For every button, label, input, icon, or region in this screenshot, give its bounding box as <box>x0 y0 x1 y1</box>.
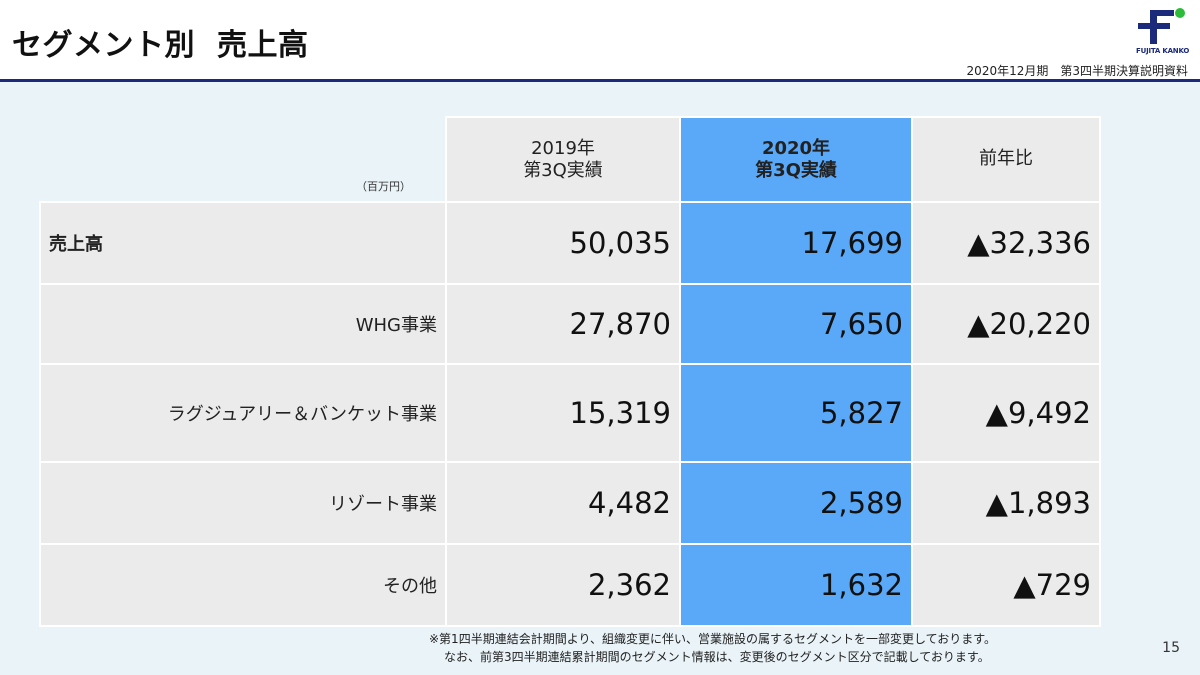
fujita-kanko-logo-icon <box>1138 8 1185 44</box>
cell-2019: 2,362 <box>445 543 681 627</box>
cell-2020: 7,650 <box>679 283 913 365</box>
cell-2020: 17,699 <box>679 201 913 285</box>
col-header-yoy-line1: 前年比 <box>979 148 1033 169</box>
slide-header: セグメント別 売上高 FUJITA KANKO 2020年12月期 第3四半期決算… <box>0 0 1200 82</box>
col-header-2020-line1: 2020年 <box>761 137 831 159</box>
cell-yoy: ▲9,492 <box>911 363 1101 463</box>
document-subtitle: 2020年12月期 第3四半期決算説明資料 <box>966 64 1188 78</box>
page-number: 15 <box>1162 640 1180 656</box>
col-header-yoy: 前年比 <box>911 116 1101 203</box>
col-header-2020-line2: 第3Q実績 <box>755 159 837 181</box>
table-row: ラグジュアリー＆バンケット事業 15,319 5,827 ▲9,492 <box>39 363 1101 463</box>
row-label-whg: WHG事業 <box>39 283 447 365</box>
segment-sales-table: 2019年 第3Q実績 2020年 第3Q実績 前年比 売上高 50,035 1… <box>39 116 1101 627</box>
title-part-1: セグメント別 <box>12 28 195 63</box>
col-header-2019: 2019年 第3Q実績 <box>445 116 681 203</box>
header-empty-cell <box>40 117 447 203</box>
cell-2020: 2,589 <box>679 461 913 545</box>
cell-2019: 4,482 <box>445 461 681 545</box>
cell-yoy: ▲20,220 <box>911 283 1101 365</box>
footnote-line-2: なお、前第3四半期連結累計期間のセグメント情報は、変更後のセグメント区分で記載し… <box>444 650 990 664</box>
col-header-2019-line2: 第3Q実績 <box>523 159 603 181</box>
company-logo: FUJITA KANKO <box>1136 6 1190 58</box>
col-header-2020: 2020年 第3Q実績 <box>679 116 913 203</box>
table-row: その他 2,362 1,632 ▲729 <box>39 543 1101 627</box>
row-label-other: その他 <box>39 543 447 627</box>
cell-2019: 50,035 <box>445 201 681 285</box>
row-label-luxury-banquet: ラグジュアリー＆バンケット事業 <box>39 363 447 463</box>
row-label-resort: リゾート事業 <box>39 461 447 545</box>
cell-yoy: ▲32,336 <box>911 201 1101 285</box>
title-part-2: 売上高 <box>217 28 309 63</box>
cell-2019: 27,870 <box>445 283 681 365</box>
col-header-2019-line1: 2019年 <box>531 137 595 159</box>
header-divider <box>0 79 1200 82</box>
cell-yoy: ▲729 <box>911 543 1101 627</box>
table-row: 売上高 50,035 17,699 ▲32,336 <box>39 201 1101 285</box>
page-title: セグメント別 売上高 <box>12 20 309 64</box>
cell-2019: 15,319 <box>445 363 681 463</box>
table-row: リゾート事業 4,482 2,589 ▲1,893 <box>39 461 1101 545</box>
cell-yoy: ▲1,893 <box>911 461 1101 545</box>
cell-2020: 5,827 <box>679 363 913 463</box>
cell-2020: 1,632 <box>679 543 913 627</box>
row-label-total: 売上高 <box>39 201 447 285</box>
table-row: WHG事業 27,870 7,650 ▲20,220 <box>39 283 1101 365</box>
footnote-line-1: ※第1四半期連結会計期間より、組織変更に伴い、営業施設の属するセグメントを一部変… <box>429 632 997 646</box>
logo-text: FUJITA KANKO <box>1136 47 1190 55</box>
table-header-row: 2019年 第3Q実績 2020年 第3Q実績 前年比 <box>40 116 1101 203</box>
